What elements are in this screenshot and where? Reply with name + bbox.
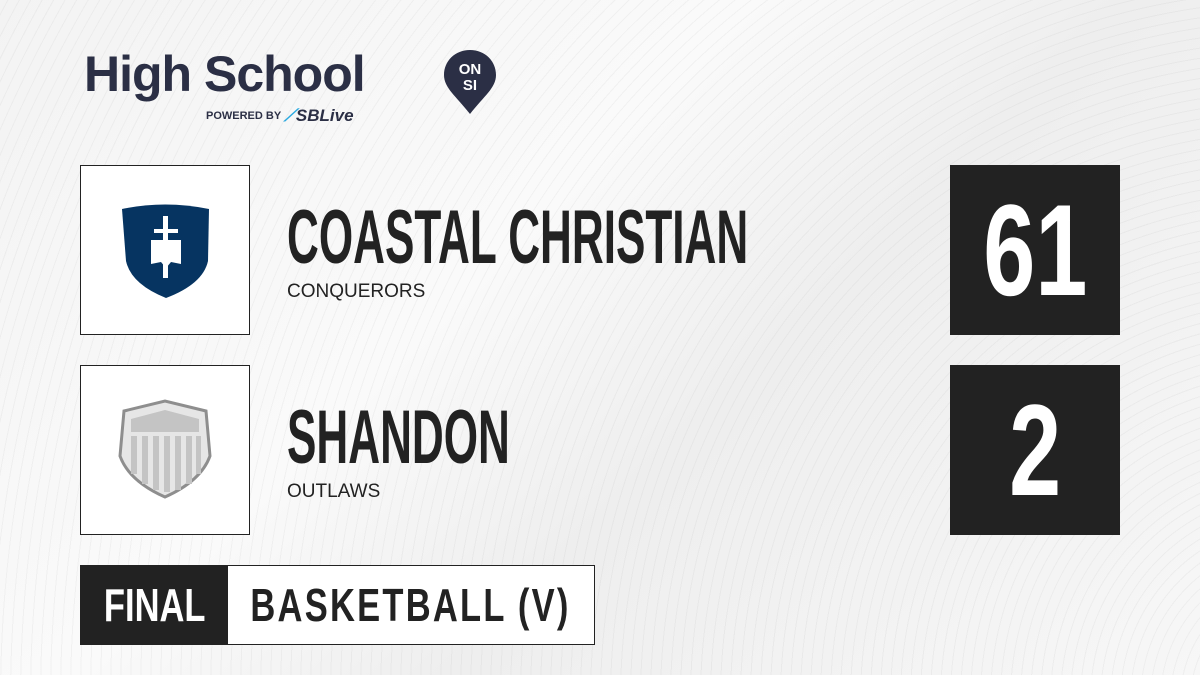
powered-by-label: POWERED BY	[206, 110, 282, 122]
brand-title: High School	[84, 46, 366, 102]
svg-text:ON: ON	[459, 61, 482, 78]
svg-text:SI: SI	[463, 77, 477, 94]
team-score: 2	[950, 365, 1120, 535]
sport-label: BASKETBALL (V)	[250, 579, 572, 631]
final-badge: FINAL	[81, 566, 228, 644]
team-mascot: OUTLAWS	[287, 481, 381, 502]
team-logo-shandon	[80, 365, 250, 535]
game-status-bar: FINAL BASKETBALL (V)	[80, 565, 595, 645]
team-logo-coastal-christian	[80, 165, 250, 335]
sblive-logo: ⟋SBLive	[284, 106, 354, 125]
on-si-pin-icon: ON SI	[444, 50, 496, 114]
team-name: SHANDON	[287, 395, 510, 480]
team-name: COASTAL CHRISTIAN	[287, 195, 749, 280]
high-school-on-si-logo: High School ON SI POWERED BY ⟋SBLive	[84, 44, 496, 125]
sblive-mark-icon: ⟋	[284, 106, 296, 125]
navy-shield-sword-icon	[122, 204, 209, 298]
team-mascot: CONQUERORS	[287, 281, 426, 302]
team-score: 61	[950, 165, 1120, 335]
gray-default-shield-icon	[118, 399, 212, 499]
